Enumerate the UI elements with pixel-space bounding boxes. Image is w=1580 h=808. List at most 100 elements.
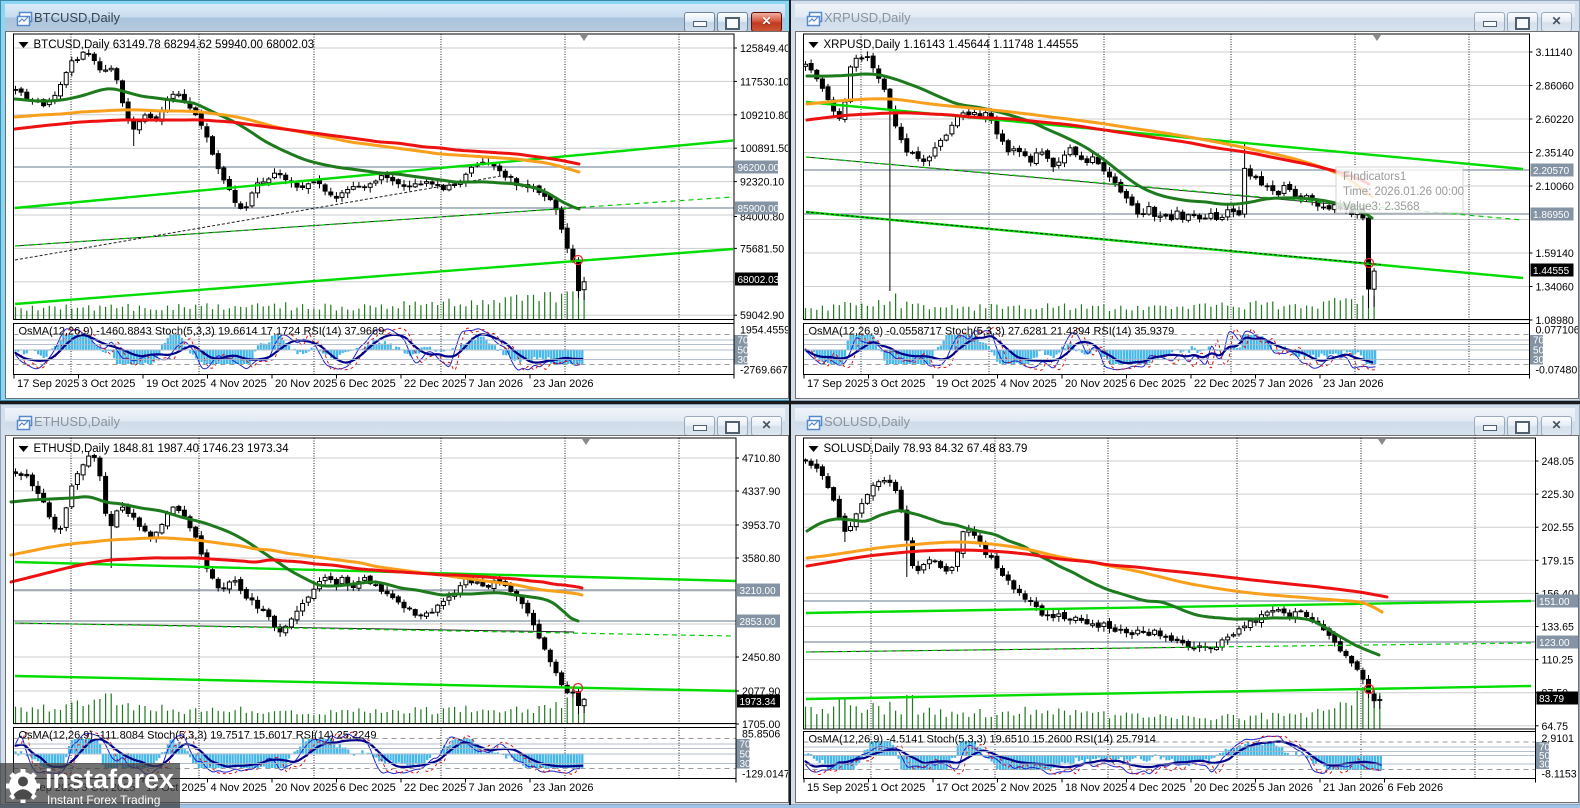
svg-text:18 Nov 2025: 18 Nov 2025: [1065, 782, 1127, 794]
svg-text:3210.00: 3210.00: [740, 586, 777, 597]
svg-text:-129.0147: -129.0147: [742, 769, 789, 781]
svg-text:23 Jan 2026: 23 Jan 2026: [533, 782, 594, 794]
svg-text:1705.00: 1705.00: [742, 719, 780, 731]
svg-text:20 Nov 2025: 20 Nov 2025: [275, 782, 337, 794]
svg-text:2.60220: 2.60220: [1536, 114, 1574, 126]
svg-text:6 Dec 2025: 6 Dec 2025: [1130, 378, 1186, 390]
svg-text:30: 30: [1533, 355, 1545, 366]
svg-text:75681.50: 75681.50: [740, 243, 784, 255]
svg-text:2.86060: 2.86060: [1536, 81, 1574, 93]
svg-text:110.25: 110.25: [1542, 655, 1574, 667]
svg-text:4 Nov 2025: 4 Nov 2025: [1001, 378, 1057, 390]
svg-text:3953.70: 3953.70: [742, 520, 780, 532]
svg-text:30: 30: [740, 759, 752, 770]
svg-text:BTCUSD,Daily 63149.78 68294.6: BTCUSD,Daily 63149.78 68294.62 59940.00 …: [34, 39, 315, 51]
svg-text:109210.80: 109210.80: [740, 110, 789, 122]
svg-text:30: 30: [1539, 760, 1551, 771]
svg-text:OsMA(12,26,9) -4.5141 Stoch(5: OsMA(12,26,9) -4.5141 Stoch(5,3,3) 19.65…: [809, 734, 1156, 746]
svg-text:225.30: 225.30: [1542, 489, 1575, 501]
svg-text:4710.80: 4710.80: [742, 453, 780, 465]
svg-text:1954.4559: 1954.4559: [740, 325, 789, 337]
svg-text:22 Dec 2025: 22 Dec 2025: [404, 782, 466, 794]
svg-text:64.75: 64.75: [1542, 721, 1569, 733]
svg-text:2 Nov 2025: 2 Nov 2025: [1001, 782, 1057, 794]
svg-text:22 Dec 2025: 22 Dec 2025: [1194, 378, 1256, 390]
svg-text:2.20570: 2.20570: [1533, 166, 1570, 177]
svg-text:3 Oct 2025: 3 Oct 2025: [82, 378, 136, 390]
svg-text:2.10060: 2.10060: [1536, 181, 1574, 193]
svg-text:50: 50: [1539, 751, 1551, 762]
svg-text:2450.80: 2450.80: [742, 652, 780, 664]
svg-text:SOLUSD,Daily 78.93 84.32 67.4: SOLUSD,Daily 78.93 84.32 67.48 83.79: [824, 443, 1028, 455]
svg-text:15 Sep 2025: 15 Sep 2025: [807, 782, 869, 794]
svg-text:4 Dec 2025: 4 Dec 2025: [1130, 782, 1186, 794]
svg-text:20 Nov 2025: 20 Nov 2025: [1065, 378, 1127, 390]
svg-text:XRPUSD,Daily 1.16143 1.45644: XRPUSD,Daily 1.16143 1.45644 1.11748 1.4…: [824, 39, 1079, 51]
svg-text:1 Oct 2025: 1 Oct 2025: [872, 782, 926, 794]
svg-text:3580.80: 3580.80: [742, 553, 780, 565]
svg-text:50: 50: [738, 346, 750, 357]
svg-text:Value3: 2.3568: Value3: 2.3568: [1343, 201, 1420, 213]
svg-text:7 Jan 2026: 7 Jan 2026: [1259, 378, 1313, 390]
svg-text:70: 70: [1539, 743, 1551, 754]
svg-text:7 Jan 2026: 7 Jan 2026: [469, 782, 523, 794]
svg-text:83.79: 83.79: [1539, 694, 1564, 705]
svg-text:59042.90: 59042.90: [740, 310, 784, 322]
svg-text:22 Dec 2025: 22 Dec 2025: [404, 378, 466, 390]
svg-text:1.34060: 1.34060: [1536, 282, 1574, 294]
svg-text:70: 70: [1533, 336, 1545, 347]
svg-text:OsMA(12,26,9) -1460.8843 Stoc: OsMA(12,26,9) -1460.8843 Stoch(5,3,3) 19…: [19, 326, 385, 338]
svg-text:1.86950: 1.86950: [1533, 210, 1570, 221]
svg-text:17 Sep 2025: 17 Sep 2025: [807, 378, 869, 390]
svg-text:30: 30: [738, 355, 750, 366]
svg-text:70: 70: [740, 740, 752, 751]
svg-text:OsMA(12,26,9) -0.0558717 Stoc: OsMA(12,26,9) -0.0558717 Stoch(5,3,3) 27…: [809, 326, 1175, 338]
svg-text:19 Oct 2025: 19 Oct 2025: [936, 378, 996, 390]
svg-text:7 Jan 2026: 7 Jan 2026: [469, 378, 523, 390]
svg-text:OsMA(12,26,9) -111.8084 Stoch: OsMA(12,26,9) -111.8084 Stoch(5,3,3) 19.…: [19, 730, 377, 742]
svg-text:50: 50: [1533, 346, 1545, 357]
svg-text:-0.0748095: -0.0748095: [1536, 365, 1580, 377]
svg-text:1.59140: 1.59140: [1536, 248, 1574, 260]
svg-text:FIndicators1: FIndicators1: [1343, 171, 1406, 183]
svg-text:3.11140: 3.11140: [1536, 47, 1573, 59]
svg-text:85900.00: 85900.00: [738, 204, 780, 215]
svg-text:133.65: 133.65: [1542, 622, 1575, 634]
svg-text:123.00: 123.00: [1539, 638, 1570, 649]
svg-text:1.44555: 1.44555: [1533, 266, 1570, 277]
svg-text:6 Feb 2026: 6 Feb 2026: [1388, 782, 1444, 794]
svg-text:17 Sep 2025: 17 Sep 2025: [17, 378, 79, 390]
svg-text:1.08980: 1.08980: [1536, 315, 1574, 327]
svg-text:20 Nov 2025: 20 Nov 2025: [275, 378, 337, 390]
svg-text:20 Dec 2025: 20 Dec 2025: [1194, 782, 1256, 794]
svg-text:179.15: 179.15: [1542, 555, 1575, 567]
svg-text:85.8506: 85.8506: [742, 729, 780, 741]
svg-text:125849.40: 125849.40: [740, 43, 789, 55]
svg-text:17 Oct 2025: 17 Oct 2025: [936, 782, 996, 794]
svg-text:151.00: 151.00: [1539, 597, 1570, 608]
svg-text:2853.00: 2853.00: [740, 617, 777, 628]
svg-text:1973.34: 1973.34: [740, 697, 777, 708]
svg-text:19 Oct 2025: 19 Oct 2025: [146, 378, 206, 390]
svg-text:70: 70: [738, 336, 750, 347]
svg-text:6 Dec 2025: 6 Dec 2025: [340, 782, 396, 794]
svg-text:6 Dec 2025: 6 Dec 2025: [340, 378, 396, 390]
svg-text:-8.1153: -8.1153: [1542, 769, 1577, 781]
svg-text:248.05: 248.05: [1542, 456, 1575, 468]
svg-text:202.55: 202.55: [1542, 522, 1575, 534]
svg-text:68002.03: 68002.03: [738, 275, 780, 286]
svg-text:0.0771068: 0.0771068: [1536, 325, 1580, 337]
svg-text:96200.00: 96200.00: [738, 163, 780, 174]
svg-text:23 Jan 2026: 23 Jan 2026: [1323, 378, 1384, 390]
svg-text:2.9101: 2.9101: [1542, 733, 1575, 745]
svg-text:100891.50: 100891.50: [740, 143, 789, 155]
svg-text:5 Jan 2026: 5 Jan 2026: [1259, 782, 1313, 794]
svg-text:ETHUSD,Daily 1848.81 1987.40: ETHUSD,Daily 1848.81 1987.40 1746.23 197…: [34, 443, 290, 455]
svg-text:3 Oct 2025: 3 Oct 2025: [872, 378, 926, 390]
svg-text:92320.10: 92320.10: [740, 177, 784, 189]
svg-text:117530.10: 117530.10: [740, 76, 789, 88]
svg-text:4337.90: 4337.90: [742, 486, 780, 498]
svg-text:50: 50: [740, 750, 752, 761]
svg-text:-2769.6678: -2769.6678: [740, 365, 789, 377]
svg-text:Time: 2026.01.26 00:00: Time: 2026.01.26 00:00: [1343, 186, 1464, 198]
